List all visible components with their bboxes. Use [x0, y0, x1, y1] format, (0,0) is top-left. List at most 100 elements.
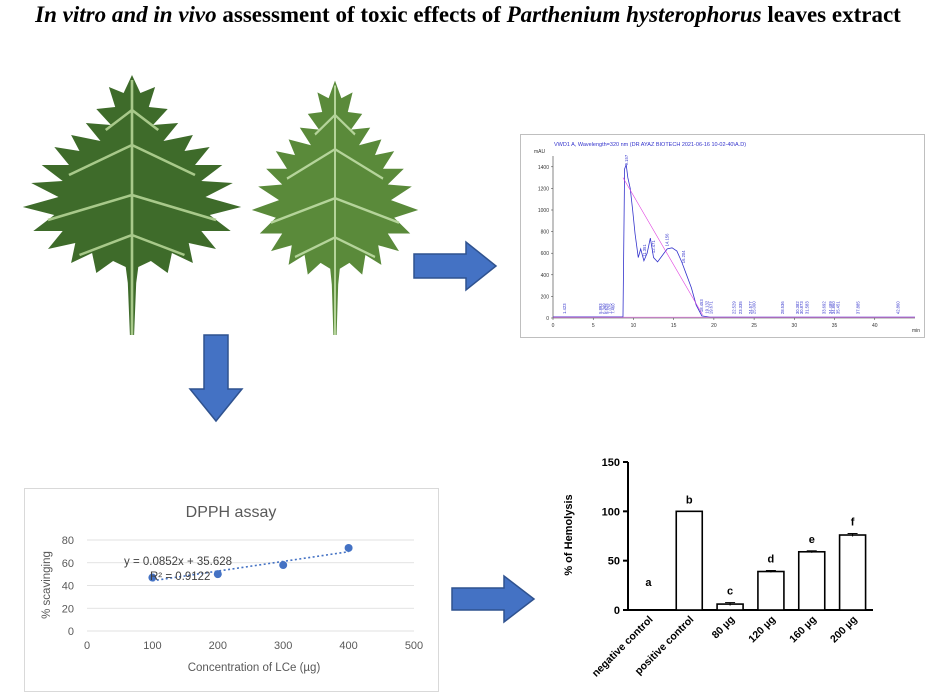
hplc-peak-label: 34.860 — [831, 301, 836, 314]
dpph-point — [148, 573, 157, 582]
arrow-right-bottom — [451, 574, 536, 624]
hplc-y-tick-label: 600 — [541, 251, 550, 257]
hplc-peak-label: 31.583 — [805, 301, 810, 314]
hplc-y-tick-label: 1200 — [538, 186, 549, 192]
hplc-peak-label: 22.529 — [732, 301, 737, 314]
hplc-x-tick-label: 35 — [832, 323, 838, 329]
hplc-baseline — [622, 177, 703, 315]
leaf-left — [22, 75, 242, 335]
hplc-chromatogram: VWD1 A, Wavelength=320 nm (DR AYAZ BIOTE… — [520, 134, 925, 338]
dpph-point — [344, 543, 353, 552]
arrow-right-top — [413, 240, 498, 292]
dpph-y-tick-label: 20 — [62, 603, 74, 615]
hplc-y-tick-label: 400 — [541, 273, 550, 279]
hplc-x-tick-label: 10 — [631, 323, 637, 329]
dpph-xlabel: Concentration of LCe (µg) — [188, 662, 321, 674]
dpph-trendline — [152, 550, 349, 582]
hplc-peak-label: 19.671 — [709, 301, 714, 314]
hplc-y-tick-label: 1000 — [538, 208, 549, 214]
hplc-x-tick-label: 15 — [671, 323, 677, 329]
hemo-y-tick-label: 100 — [602, 506, 620, 518]
hemo-ylabel: % of Hemolysis — [563, 494, 575, 575]
hplc-peak-label: 28.536 — [780, 301, 785, 314]
dpph-y-tick-label: 80 — [62, 535, 74, 547]
hplc-x-tick-label: 25 — [751, 323, 757, 329]
hplc-peak-label: 18.453 — [699, 299, 704, 312]
hplc-trace-line — [553, 164, 915, 318]
hplc-peak-label: 7.075 — [607, 303, 612, 314]
dpph-y-tick-label: 0 — [68, 626, 74, 638]
hplc-peak-label: 6.625 — [604, 303, 609, 314]
dpph-r2: R² = 0.9122 — [150, 571, 210, 583]
dpph-x-tick-label: 0 — [84, 640, 90, 652]
hplc-peak-label: 23.335 — [738, 301, 743, 314]
hplc-peak-label: 35.451 — [836, 301, 841, 314]
hplc-peak-label: 1.423 — [562, 303, 567, 314]
hemo-category-label: 160 µg — [787, 614, 819, 646]
arrow-down — [188, 334, 244, 423]
dpph-point — [213, 570, 222, 579]
hemo-bar — [797, 550, 826, 611]
hemo-significance-letter: c — [727, 586, 733, 598]
hplc-peak-label: 5.893 — [598, 303, 603, 314]
page-title: In vitro and in vivo assessment of toxic… — [35, 2, 901, 27]
dpph-x-tick-label: 400 — [339, 640, 357, 652]
hplc-peak-label: 16.204 — [681, 250, 686, 263]
hplc-peak-label: 12.471 — [651, 240, 656, 253]
hplc-peak-label: 14.156 — [664, 233, 669, 246]
hplc-ylabel: mAU — [534, 149, 546, 155]
hemo-significance-letter: d — [768, 554, 775, 566]
dpph-point — [279, 561, 288, 570]
hplc-x-tick-label: 30 — [792, 323, 798, 329]
hemo-bar — [675, 510, 704, 611]
hemo-significance-letter: f — [851, 517, 855, 529]
hemo-category-label: 80 µg — [710, 614, 738, 642]
hplc-peak-label: 7.460 — [611, 303, 616, 314]
hplc-x-tick-label: 5 — [592, 323, 595, 329]
dpph-chart: DPPH assay Concentration of LCe (µg) % s… — [24, 488, 439, 692]
dpph-x-tick-label: 200 — [209, 640, 227, 652]
hemo-category-label: 200 µg — [828, 614, 860, 646]
dpph-y-tick-label: 60 — [62, 558, 74, 570]
hplc-peak-label: 24.577 — [748, 301, 753, 314]
hemo-significance-letter: e — [809, 534, 815, 546]
dpph-title: DPPH assay — [186, 504, 277, 521]
hplc-xlabel: min — [912, 328, 920, 334]
dpph-equation: y = 0.0852x + 35.628 — [124, 556, 232, 568]
dpph-x-tick-label: 100 — [143, 640, 161, 652]
hplc-peak-label: 19.132 — [704, 300, 709, 313]
hemo-significance-letter: a — [645, 577, 652, 589]
hplc-peak-label: 30.382 — [795, 301, 800, 314]
dpph-y-tick-label: 40 — [62, 581, 74, 593]
hemo-y-tick-label: 50 — [608, 556, 620, 568]
hemo-y-tick-label: 0 — [614, 605, 620, 617]
hplc-y-tick-label: 200 — [541, 294, 550, 300]
leaves-image — [22, 75, 419, 335]
hplc-peak-label: 34.489 — [828, 301, 833, 314]
dpph-x-tick-label: 500 — [405, 640, 423, 652]
hplc-peak-label: 42.860 — [895, 301, 900, 314]
dpph-x-tick-label: 300 — [274, 640, 292, 652]
hplc-x-tick-label: 40 — [872, 323, 878, 329]
hplc-title: VWD1 A, Wavelength=320 nm (DR AYAZ BIOTE… — [554, 142, 746, 148]
hplc-peak-label: 11.351 — [642, 244, 647, 257]
dpph-ylabel: % scavinging — [41, 551, 53, 619]
hplc-peak-label: 9.157 — [624, 154, 629, 165]
hemo-bar — [838, 534, 867, 611]
hplc-x-tick-label: 20 — [711, 323, 717, 329]
leaf-right — [251, 80, 419, 335]
hplc-peak-label: 33.692 — [822, 301, 827, 314]
hplc-peak-label: 25.000 — [752, 301, 757, 314]
hemo-category-label: 120 µg — [746, 614, 778, 646]
hplc-x-tick-label: 0 — [552, 323, 555, 329]
hplc-y-tick-label: 800 — [541, 230, 550, 236]
hemo-bar — [757, 570, 785, 611]
hemo-significance-letter: b — [686, 494, 693, 506]
hemo-y-tick-label: 150 — [602, 457, 620, 469]
hplc-y-tick-label: 0 — [546, 316, 549, 322]
hplc-y-tick-label: 1400 — [538, 165, 549, 171]
hplc-peak-label: 30.873 — [799, 301, 804, 314]
hplc-peak-label: 37.885 — [855, 301, 860, 314]
hplc-peak-label: 6.349 — [602, 303, 607, 314]
